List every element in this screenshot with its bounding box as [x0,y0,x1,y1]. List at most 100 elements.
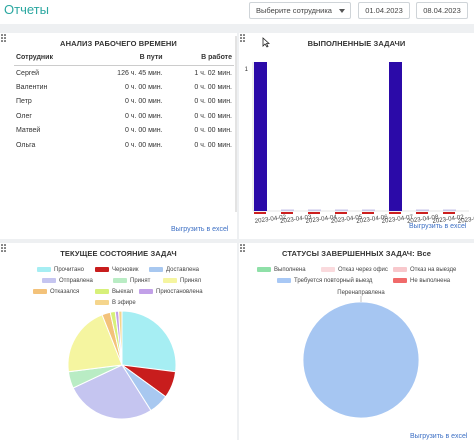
legend-label: Принят [130,278,151,285]
legend-item[interactable]: В эфире [95,300,136,306]
legend-label: Отказ на выезде [410,267,457,274]
table-row: Сергей 126 ч. 45 мин. 1 ч. 02 мин. [14,66,234,81]
work-time-panel: АНАЛИЗ РАБОЧЕГО ВРЕМЕНИ Выгрузить в exce… [0,33,237,239]
x-tick-label: 2023-04-02 [457,214,474,225]
legend-swatch [393,278,407,283]
legend-swatch [37,267,51,272]
legend-swatch [393,267,407,272]
top-bar: Отчеты Выберите сотрудника 01.04.2023 08… [0,0,474,24]
legend-swatch [113,278,127,283]
legend-item[interactable]: Отказался [33,289,79,295]
legend-label: Отказ через офис [338,267,388,274]
legend-label: Приостановлена [156,289,203,296]
legend-label: Выехал [112,289,134,296]
bar [443,209,456,211]
current-status-panel: ТЕКУЩЕЕ СОСТОЯНИЕ ЗАДАЧ Прочитано Чернови… [0,243,237,440]
legend-item[interactable]: Отказ на выезде [393,267,456,273]
pie-slice [67,314,123,373]
legend-label: Отправлена [59,278,93,285]
work-time-table: Сотрудник В пути В работе Сергей 126 ч. … [14,52,234,153]
table-row: Ольга 0 ч. 00 мин. 0 ч. 00 мин. [14,138,234,153]
drag-handle-icon[interactable] [240,34,246,42]
legend-item[interactable]: Принят [113,278,150,284]
legend-label: Не выполнена [410,278,451,285]
current-status-title: ТЕКУЩЕЕ СОСТОЯНИЕ ЗАДАЧ [60,249,177,258]
completed-tasks-title: ВЫПОЛНЕННЫЕ ЗАДАЧИ [307,39,406,48]
legend-item[interactable]: Черновик [95,267,139,273]
legend-swatch [149,267,163,272]
drag-handle-icon[interactable] [240,244,246,252]
legend-item[interactable]: Не выполнена [393,278,450,284]
drag-handle-icon[interactable] [1,34,7,42]
legend-label: Доставлена [166,267,200,274]
date-from-input[interactable]: 01.04.2023 [358,2,410,19]
completed-statuses-pie-chart: Перенаправлена [302,290,420,419]
pie-slice [118,310,123,366]
legend-item[interactable]: Отправлена [42,278,93,284]
bar [254,62,267,211]
travel-time: 0 ч. 00 мин. [124,83,163,91]
completed-tasks-export-link[interactable]: Выгрузить в excel [409,223,467,230]
completed-tasks-chart: 12023-04-022023-04-032023-04-042023-04-0… [245,62,474,225]
bar [389,62,402,211]
legend-swatch [277,278,291,283]
legend-label: Требуется повторный выезд [294,278,373,285]
pie-slice [72,364,152,420]
legend-item[interactable]: Доставлена [149,267,199,273]
mouse-cursor-icon [262,37,270,48]
travel-time: 0 ч. 00 мин. [124,112,163,120]
table-row: Петр 0 ч. 00 мин. 0 ч. 00 мин. [14,95,234,110]
bar-secondary [281,212,293,214]
date-to-input[interactable]: 08.04.2023 [416,2,468,19]
travel-time: 0 ч. 00 мин. [124,141,163,149]
current-status-pie-chart [67,310,177,420]
legend-label: Черновик [112,267,139,274]
legend-swatch [42,278,56,283]
column-header: В пути [82,52,165,66]
scrollbar[interactable] [235,36,237,212]
x-tick-label: 2023-04-02 [432,214,465,225]
x-tick-label: 2023-04-02 [254,214,287,225]
legend-item[interactable]: Выполнена [257,267,306,273]
legend-label: Принял [180,278,202,285]
x-tick-label: 2023-04-05 [330,214,363,225]
legend-item[interactable]: Выехал [95,289,133,295]
work-time: 1 ч. 02 мин. [194,69,232,77]
legend-item[interactable]: Приостановлена [139,289,203,295]
drag-handle-icon[interactable] [1,244,7,252]
bar-secondary [362,212,374,214]
column-header: Сотрудник [14,52,83,66]
legend-swatch [95,300,109,305]
legend-swatch [257,267,271,272]
employee-name: Матвей [16,127,41,135]
employee-select[interactable]: Выберите сотрудника [249,2,351,19]
work-time-export-link[interactable]: Выгрузить в excel [171,226,229,233]
x-tick-label: 2023-04-03 [280,214,313,225]
table-row: Олег 0 ч. 00 мин. 0 ч. 00 мин. [14,109,234,124]
bar-secondary [389,212,401,214]
bar [281,209,294,211]
bar-secondary [443,212,455,214]
travel-time: 126 ч. 45 мин. [117,69,163,77]
x-tick-label: 2023-04-04 [305,214,338,225]
employee-name: Сергей [16,69,40,77]
bar [308,209,321,211]
completed-statuses-export-link[interactable]: Выгрузить в excel [410,433,468,440]
y-tick-label: 1 [245,67,249,73]
legend-label: Выполнена [274,267,306,274]
completed-tasks-panel: ВЫПОЛНЕННЫЕ ЗАДАЧИ 1 2023-04-02 2023-04-03… [239,33,474,239]
legend-swatch [163,278,177,283]
legend-item[interactable]: Прочитано [37,267,84,273]
employee-name: Петр [16,98,32,106]
bar [335,209,348,211]
legend-item[interactable]: Отказ через офис [321,267,388,273]
pie-slice [302,301,420,419]
legend-item[interactable]: Требуется повторный выезд [277,278,372,284]
completed-statuses-title: СТАТУСЫ ЗАВЕРШЕННЫХ ЗАДАЧ: Все [282,249,431,258]
legend-item[interactable]: Принял [163,278,201,284]
current-status-legend: Прочитано Черновик Доставлена Отправлена При… [0,243,237,313]
x-tick-label: 2023-04-06 [356,214,389,225]
chevron-down-icon [339,9,345,13]
slice-label: Перенаправлена [337,290,385,296]
table-header-row: Сотрудник В пути В работе [14,52,234,66]
